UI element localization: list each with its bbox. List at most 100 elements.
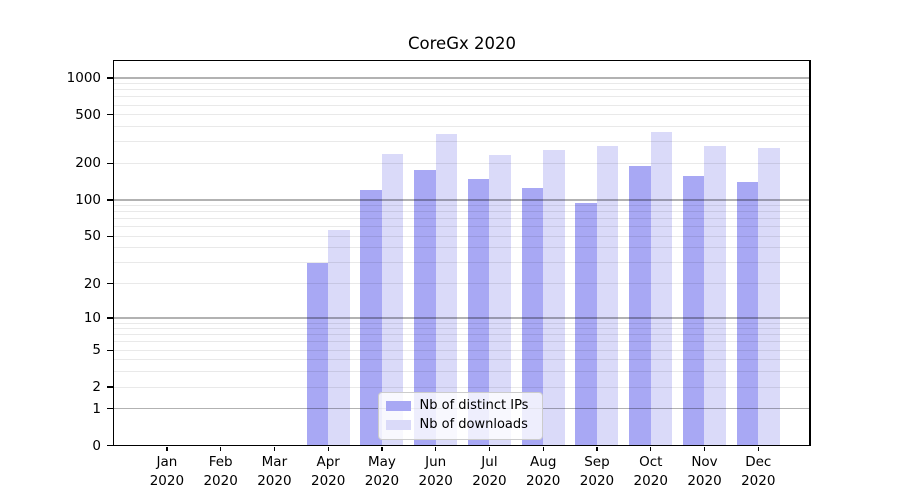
minor-gridline: [113, 235, 810, 237]
minor-gridline: [113, 104, 810, 106]
x-tick-label-line: 2020: [364, 472, 400, 489]
x-tick-label: Oct 2020: [608, 453, 694, 491]
x-tick-label-line: 2020: [472, 472, 507, 489]
y-tick: [106, 77, 113, 79]
x-tick-label: Nov 2020: [662, 453, 748, 491]
legend-item-downloads: Nb of downloads: [385, 417, 534, 433]
y-tick: [106, 349, 113, 351]
chart-title: CoreGx 2020: [408, 34, 516, 53]
x-tick-label-line: Nov: [691, 453, 718, 470]
y-tick-label: 10: [83, 309, 101, 326]
x-tick-label-line: 2020: [633, 472, 668, 489]
x-tick-label-line: 2020: [257, 472, 292, 489]
top-spine: [112, 59, 811, 62]
y-tick: [106, 235, 113, 237]
x-tick-label-line: Jun: [425, 453, 447, 470]
minor-gridline: [113, 126, 810, 128]
x-tick-label-line: 2020: [741, 472, 776, 489]
bar-distinct-ips: [682, 176, 705, 446]
bar-distinct-ips: [467, 179, 490, 446]
y-tick: [106, 444, 113, 447]
x-tick-label-line: 2020: [687, 472, 722, 489]
x-tick-label: Sep 2020: [554, 453, 640, 491]
y-tick: [106, 282, 113, 285]
x-tick-label-line: Oct: [639, 453, 663, 470]
x-tick-label: Apr 2020: [285, 453, 371, 491]
y-tick: [106, 407, 113, 410]
bar-downloads: [758, 148, 780, 446]
x-tick-label-line: Dec: [745, 453, 772, 470]
y-tick-label: 20: [83, 275, 101, 292]
right-spine: [809, 59, 811, 447]
bar-downloads: [489, 154, 511, 446]
x-tick-label-line: 2020: [203, 472, 238, 489]
bar-downloads: [650, 132, 673, 446]
x-tick-label-line: 2020: [418, 472, 453, 489]
x-tick: [488, 446, 491, 451]
x-tick: [542, 446, 544, 451]
bar-distinct-ips: [629, 165, 651, 446]
x-tick-label: Feb 2020: [178, 453, 264, 491]
legend-swatch-downloads: [385, 420, 411, 430]
minor-gridline: [113, 247, 810, 249]
y-tick-label: 1: [92, 400, 101, 417]
minor-gridline: [113, 83, 810, 85]
x-tick-label-line: Jul: [481, 453, 498, 470]
bar-distinct-ips: [575, 202, 597, 446]
minor-gridline: [113, 89, 810, 91]
bar-distinct-ips: [521, 188, 544, 446]
x-tick-label-line: 2020: [310, 472, 346, 489]
x-tick-label: Jun 2020: [393, 453, 479, 491]
x-tick-label-line: 2020: [526, 472, 561, 489]
minor-gridline: [113, 141, 810, 143]
x-tick: [703, 446, 706, 451]
x-tick: [435, 446, 437, 451]
minor-gridline: [113, 341, 810, 343]
bar-downloads: [543, 149, 565, 446]
y-tick-label: 200: [75, 155, 101, 172]
bar-downloads: [704, 146, 726, 446]
y-tick: [106, 114, 113, 116]
plot-area: [113, 61, 810, 446]
major-gridline: [113, 199, 810, 201]
y-tick-label: 0: [92, 437, 101, 454]
x-tick-label-line: May: [367, 453, 396, 470]
y-tick-label: 100: [75, 192, 101, 208]
bar-downloads: [596, 145, 619, 446]
x-tick-label: May 2020: [339, 453, 425, 491]
x-tick-label: Jan 2020: [124, 453, 210, 491]
x-tick-label-line: Jan: [156, 453, 178, 470]
bar-downloads: [435, 133, 458, 446]
bottom-spine: [112, 445, 811, 447]
y-tick-label: 50: [83, 228, 101, 245]
minor-gridline: [113, 205, 810, 207]
legend-label-distinct-ips: Nb of distinct IPs: [419, 398, 529, 413]
bar-downloads: [328, 230, 350, 446]
minor-gridline: [113, 114, 810, 116]
minor-gridline: [113, 322, 810, 324]
x-tick-label-line: Apr: [316, 453, 340, 470]
x-tick: [220, 446, 222, 451]
x-tick: [327, 446, 329, 451]
x-tick-label-line: 2020: [149, 472, 185, 489]
y-tick: [106, 386, 113, 388]
legend: Nb of distinct IPs Nb of downloads: [377, 392, 543, 440]
legend-item-distinct-ips: Nb of distinct IPs: [385, 398, 534, 414]
bar-distinct-ips: [360, 190, 382, 446]
minor-gridline: [113, 211, 810, 213]
y-tick-label: 1000: [66, 70, 101, 86]
minor-gridline: [113, 218, 810, 220]
y-tick-label: 5: [92, 342, 101, 359]
x-tick-label: Jul 2020: [446, 453, 532, 491]
x-tick: [166, 446, 168, 451]
minor-gridline: [113, 371, 810, 373]
legend-label-downloads: Nb of downloads: [419, 417, 528, 432]
minor-gridline: [113, 162, 810, 164]
left-spine: [112, 59, 114, 447]
bar-downloads: [381, 154, 404, 446]
minor-gridline: [113, 262, 810, 264]
y-tick: [106, 317, 113, 319]
x-tick: [273, 446, 276, 451]
bar-distinct-ips: [736, 182, 759, 446]
